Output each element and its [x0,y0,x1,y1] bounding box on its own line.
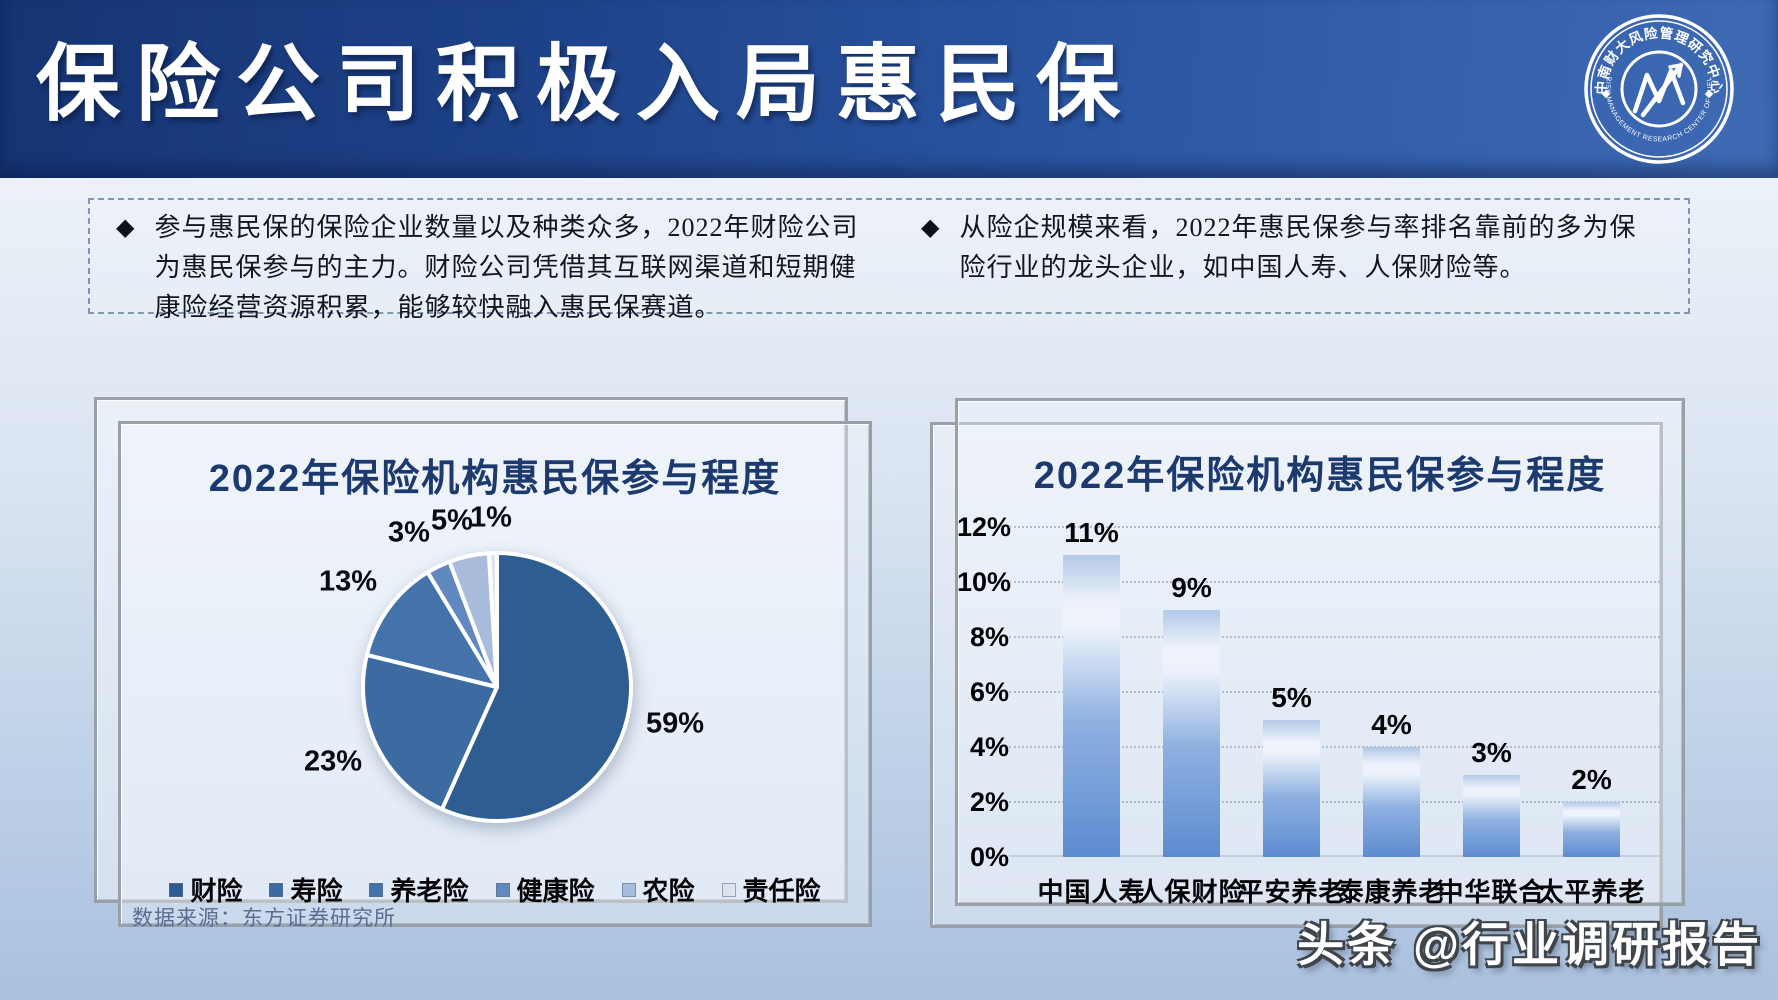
legend-item: 健康险 [495,871,595,908]
pie-percentage-label: 3% [388,516,430,549]
legend-label: 财险 [190,876,243,906]
bar-chart-y-axis: 0% 2% 4% 6% 8% 10% 12% [957,512,1012,872]
y-axis-tick-label: 4% [969,732,1009,762]
bar [1563,802,1620,857]
pie-slice [364,570,499,689]
gridline [1009,691,1660,693]
pie-slice [361,652,499,812]
bar-value-label: 5% [1271,681,1312,713]
legend-label: 责任险 [742,876,821,906]
legend-label: 健康险 [516,876,595,906]
bar [1263,719,1320,857]
legend-item: 寿险 [269,871,342,908]
legend-label: 养老险 [390,876,469,906]
gridline [1009,526,1660,528]
legend-item: 财险 [169,871,242,908]
pie-slice [440,551,633,823]
pie-chart-title: 2022年保险机构惠民保参与程度 [208,458,782,500]
pie-percentage-label: 1% [470,501,512,534]
legend-swatch-icon [169,882,184,897]
legend-label: 农险 [642,876,695,906]
bar-value-label: 4% [1371,709,1412,740]
bar-chart-title: 2022年保险机构惠民保参与程度 [1033,455,1607,497]
bar-value-label: 11% [1064,516,1119,548]
y-axis-tick-label: 12% [957,512,1012,542]
x-axis-category-label: 太平养老 [1537,877,1646,907]
pie-legend: 财险 寿险 养老险 健康险 农险 责任险 [118,871,872,908]
pie-percentage-label: 5% [431,504,473,537]
diamond-bullet-icon: ◆ [921,214,940,241]
bar-chart-panel: 2022年保险机构惠民保参与程度 0% 2% 4% 6% 8% 10% 12% 11% 9% 5… [955,398,1685,907]
gridline [1009,746,1660,748]
x-axis-category-label: 泰康养老 [1337,877,1446,907]
watermark: 头条 @行业调研报告 [1297,918,1762,971]
y-axis-tick-label: 2% [969,787,1009,817]
bar [1063,554,1120,857]
legend-swatch-icon [269,882,284,897]
header-banner: 保险公司积极入局惠民保 中南财大风险管理研究中心 RISK MANAGEMENT… [0,0,1778,178]
pie-percentage-label: 13% [318,565,378,598]
legend-item: 责任险 [721,871,821,908]
x-axis-baseline [1009,855,1660,857]
y-axis-tick-label: 6% [969,677,1009,707]
gridline [1009,801,1660,803]
legend-item: 养老险 [369,871,469,908]
bullet-text: 从险企规模来看，2022年惠民保参与率排名靠前的多为保险行业的龙头企业，如中国人… [959,213,1637,282]
pie-percentage-label: 59% [645,707,705,740]
legend-item: 农险 [621,871,695,908]
x-axis-category-label: 中华联合 [1437,877,1546,907]
pie-chart [361,551,633,823]
bar-value-label: 9% [1171,571,1212,603]
legend-swatch-icon [621,882,636,897]
bullet-text: 参与惠民保的保险企业数量以及种类众多，2022年财险公司为惠民保参与的主力。财险… [154,213,859,322]
y-axis-tick-label: 10% [957,567,1012,597]
legend-label: 寿险 [290,876,343,906]
legend-swatch-icon [495,882,510,897]
bar [1463,774,1520,857]
bar [1363,747,1420,857]
legend-swatch-icon [721,882,736,897]
bar [1163,609,1220,857]
bar-chart-plot-area: 11% 9% 5% 4% 3% 2% [1009,517,1660,857]
gridline [1009,636,1660,638]
x-axis-category-label: 人保财险 [1137,877,1246,907]
gridline [1009,581,1660,583]
key-points-callout: ◆ 参与惠民保的保险企业数量以及种类众多，2022年财险公司为惠民保参与的主力。… [88,198,1690,322]
diamond-bullet-icon: ◆ [116,214,135,241]
seal-bottom-text: RISK MANAGEMENT RESEARCH CENTER OF ZUEL [1604,76,1713,143]
y-axis-tick-label: 8% [969,622,1009,652]
svg-text:RISK MANAGEMENT RESEARCH CENTE: RISK MANAGEMENT RESEARCH CENTER OF ZUEL [1604,76,1714,143]
research-center-seal-icon: 中南财大风险管理研究中心 RISK MANAGEMENT RESEARCH CE… [1584,14,1734,164]
page-title: 保险公司积极入局惠民保 [36,37,1137,131]
legend-swatch-icon [369,882,384,897]
y-axis-tick-label: 0% [969,842,1009,872]
x-axis-category-label: 中国人寿 [1037,877,1146,907]
pie-slice [486,551,499,689]
bar-value-label: 2% [1571,764,1612,795]
bullet-item: ◆ 从险企规模来看，2022年惠民保参与率排名靠前的多为保险行业的龙头企业，如中… [889,200,1688,312]
pie-percentage-label: 23% [303,745,363,778]
source-note: 数据来源：东方证券研究所 [132,906,396,930]
bar-value-label: 3% [1471,736,1512,768]
bullet-item: ◆ 参与惠民保的保险企业数量以及种类众多，2022年财险公司为惠民保参与的主力。… [90,200,889,322]
bar-chart-x-axis: 中国人寿 人保财险 平安养老 泰康养老 中华联合 太平养老 [1015,872,1660,907]
seal-zigzag-arrow-icon [1632,62,1686,118]
x-axis-category-label: 平安养老 [1237,877,1346,907]
pie-chart-panel: 2022年保险机构惠民保参与程度 59% 23% 13% 3% 5% 1% 财险 寿险 养老险… [118,421,872,930]
